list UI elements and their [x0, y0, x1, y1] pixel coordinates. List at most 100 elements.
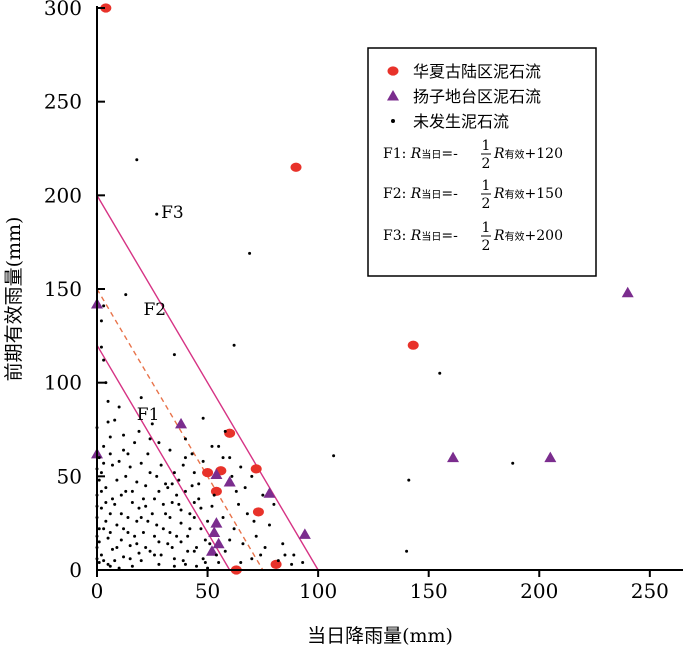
y-tick-label-3: 150: [44, 277, 82, 301]
point-series2-107: [97, 561, 101, 565]
y-tick-label-6: 300: [44, 0, 82, 20]
point-series2-160: [186, 549, 190, 553]
point-series2-80: [106, 536, 110, 540]
point-series0-5: [202, 467, 214, 478]
point-series2-74: [115, 478, 119, 482]
formula-num-3: 1: [482, 220, 491, 236]
point-series2-142: [234, 489, 238, 493]
point-series2-199: [214, 553, 218, 557]
legend-marker-2: [391, 119, 395, 123]
point-series2-151: [192, 516, 196, 520]
point-series2-122: [177, 478, 181, 482]
point-series2-46: [97, 540, 101, 544]
point-series2-4: [102, 304, 106, 308]
point-series2-50: [119, 493, 123, 497]
threshold-line-f1: [96, 344, 231, 571]
point-series1-11: [208, 526, 221, 538]
point-series2-168: [99, 489, 103, 493]
point-series2-51: [126, 516, 130, 520]
point-series2-126: [210, 504, 214, 508]
point-series2-36: [188, 512, 192, 516]
point-series1-13: [205, 545, 218, 556]
point-series2-8: [104, 381, 108, 385]
threshold-line-f2: [96, 288, 264, 571]
point-series2-186: [252, 519, 256, 523]
point-series2-193: [144, 504, 148, 508]
point-series2-123: [183, 489, 187, 493]
formula-rhs-2: R有效+150: [493, 186, 563, 202]
point-series1-0: [621, 286, 634, 298]
point-series2-157: [102, 559, 106, 563]
point-series2-39: [157, 540, 161, 544]
point-series2-195: [170, 482, 174, 486]
point-series2-28: [217, 444, 221, 448]
point-series2-188: [267, 523, 271, 527]
formula-text-3: F3: R当日=-: [383, 228, 458, 244]
point-series2-1: [155, 212, 159, 216]
point-series2-54: [146, 519, 150, 523]
point-series2-155: [119, 512, 123, 516]
point-series2-167: [104, 501, 108, 505]
y-tick-label-4: 200: [44, 183, 82, 207]
point-series1-9: [298, 528, 311, 539]
point-series2-75: [110, 463, 114, 467]
point-series2-150: [175, 534, 179, 538]
point-series2-30: [239, 465, 243, 469]
point-series2-132: [217, 561, 221, 565]
point-series2-100: [137, 551, 141, 555]
point-series2-95: [195, 546, 199, 550]
point-series2-134: [146, 452, 150, 456]
point-series2-56: [159, 553, 163, 557]
formula-den-1: 2: [482, 156, 491, 172]
point-series2-104: [108, 531, 112, 535]
point-series2-34: [283, 553, 287, 557]
formula-rhs-3: R有效+200: [493, 228, 563, 244]
legend-marker-0: [387, 66, 399, 76]
point-series1-2: [175, 417, 188, 429]
point-series1-4: [447, 451, 460, 463]
point-series2-162: [152, 553, 156, 557]
point-series2-49: [113, 502, 117, 506]
point-series2-76: [104, 486, 108, 490]
point-series2-17: [102, 358, 106, 362]
formula-text-1: F1: R当日=-: [383, 146, 458, 162]
point-series2-31: [250, 474, 254, 478]
line-label-f1: F1: [137, 405, 160, 425]
point-series2-127: [221, 516, 225, 520]
point-series2-70: [155, 474, 159, 478]
point-series2-29: [228, 456, 232, 460]
point-series2-41: [139, 559, 143, 563]
formula-text-2: F2: R当日=-: [383, 186, 458, 202]
point-series2-90: [168, 516, 172, 520]
point-series2-146: [276, 559, 280, 563]
point-series2-12: [332, 454, 336, 458]
x-tick-label-1: 50: [195, 579, 220, 603]
point-series2-98: [152, 534, 156, 538]
point-series2-106: [99, 506, 103, 510]
point-series2-68: [177, 502, 181, 506]
point-series2-201: [239, 561, 243, 565]
point-series2-77: [99, 471, 103, 475]
point-series2-105: [104, 519, 108, 523]
formula-den-2: 2: [482, 196, 491, 212]
point-series2-161: [172, 564, 176, 568]
point-series2-48: [108, 512, 112, 516]
point-series2-61: [186, 534, 190, 538]
point-series2-0: [135, 158, 139, 162]
point-series2-81: [110, 547, 114, 551]
point-series2-144: [254, 534, 258, 538]
legend-box: [367, 47, 597, 277]
point-series2-19: [108, 435, 112, 439]
point-series2-25: [172, 471, 176, 475]
point-series2-183: [230, 474, 234, 478]
y-tick-label-0: 0: [69, 558, 82, 582]
point-series2-113: [108, 452, 112, 456]
point-series2-67: [190, 484, 194, 488]
point-series2-52: [133, 534, 137, 538]
point-series2-133: [161, 502, 165, 506]
point-series0-4: [250, 464, 262, 474]
point-series2-72: [135, 480, 139, 484]
point-series2-189: [281, 542, 285, 546]
point-series2-43: [117, 566, 121, 570]
